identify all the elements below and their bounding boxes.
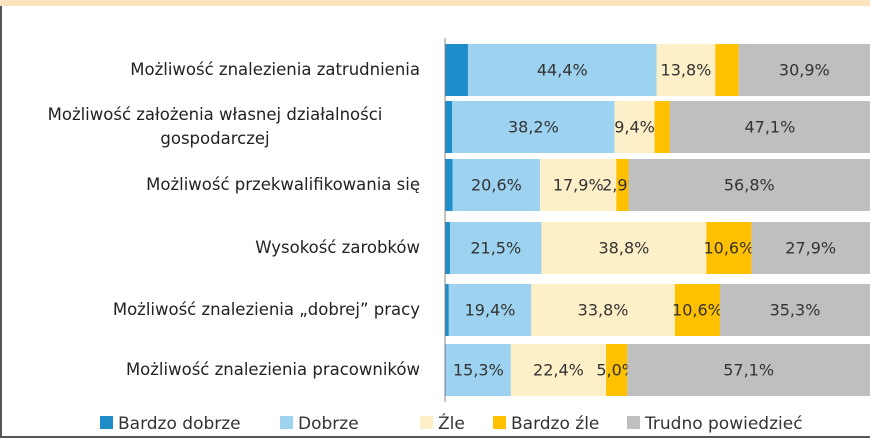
category-label-box: Możliwość znalezienia „dobrej” pracy (0, 282, 420, 338)
category-label: Możliwość założenia własnej działalności… (47, 105, 383, 148)
bar-segment (669, 101, 870, 153)
bar-segment (452, 101, 615, 153)
legend-label: Bardzo dobrze (118, 414, 241, 434)
bar-segment (467, 44, 657, 96)
bar-segment (448, 284, 532, 336)
data-label: 20,6% (471, 176, 522, 195)
data-label: 38,8% (599, 239, 650, 258)
data-label: 15,3% (453, 361, 504, 380)
data-label: 35,3% (770, 301, 821, 320)
data-label: 9,4% (614, 118, 655, 137)
category-label: Możliwość znalezienia zatrudnienia (130, 60, 420, 79)
data-label: 27,9% (785, 239, 836, 258)
bar-segment (738, 44, 870, 96)
bar-segment (719, 284, 870, 336)
bar-segment (606, 344, 628, 396)
data-label: 21,5% (470, 239, 521, 258)
bar-segment (445, 159, 453, 211)
data-label: 56,8% (724, 176, 775, 195)
legend-swatch (627, 416, 640, 429)
category-label: Możliwość przekwalifikowania się (146, 175, 420, 194)
bar-segment (445, 101, 453, 153)
category-label-box: Możliwość przekwalifikowania się (0, 157, 420, 213)
data-label: 38,2% (508, 118, 559, 137)
data-label: 47,1% (744, 118, 795, 137)
category-label: Wysokość zarobków (255, 238, 420, 257)
data-label: 57,1% (723, 361, 774, 380)
bar-segment (628, 159, 870, 211)
bar-segment (674, 284, 720, 336)
bar-segment (654, 101, 670, 153)
bar-segment (452, 159, 541, 211)
data-label: 33,8% (578, 301, 629, 320)
bar-segment (445, 44, 468, 96)
data-label: 44,4% (537, 61, 588, 80)
bar-segment (616, 159, 629, 211)
data-label: 5,0% (596, 361, 637, 380)
bar-segment (445, 284, 449, 336)
data-label: 19,4% (465, 301, 516, 320)
legend-swatch (493, 416, 506, 429)
data-label: 13,8% (661, 61, 712, 80)
legend-label: Źle (438, 412, 465, 434)
legend-label: Dobrze (298, 414, 359, 434)
category-label: Możliwość znalezienia „dobrej” pracy (112, 300, 420, 319)
category-label-box: Możliwość znalezienia pracowników (0, 342, 420, 398)
data-label: 30,9% (779, 61, 830, 80)
data-label: 17,9% (553, 176, 604, 195)
bar-segment (541, 222, 707, 274)
data-label: 22,4% (533, 361, 584, 380)
bar-segment (445, 222, 451, 274)
category-label-box: Możliwość założenia własnej działalności… (0, 99, 420, 155)
category-label-box: Wysokość zarobków (0, 220, 420, 276)
legend-swatch (100, 416, 113, 429)
top-band (0, 0, 870, 6)
legend-label: Bardzo źle (511, 414, 599, 434)
bar-segment (715, 44, 739, 96)
bar-segment (706, 222, 752, 274)
bar-segment (531, 284, 675, 336)
category-label-box: Możliwość znalezienia zatrudnienia (0, 42, 420, 98)
legend-swatch (280, 416, 293, 429)
legend-swatch (420, 416, 433, 429)
bar-segment (656, 44, 716, 96)
bar-segment (510, 344, 607, 396)
bar-segment (445, 344, 511, 396)
bar-segment (614, 101, 655, 153)
legend-label: Trudno powiedzieć (644, 414, 803, 434)
data-label: 10,6% (703, 239, 754, 258)
category-label: Możliwość znalezienia pracowników (125, 360, 420, 379)
bar-segment (751, 222, 870, 274)
data-label: 10,6% (672, 301, 723, 320)
bar-segment (540, 159, 617, 211)
bar-segment (627, 344, 870, 396)
bar-segment (450, 222, 542, 274)
